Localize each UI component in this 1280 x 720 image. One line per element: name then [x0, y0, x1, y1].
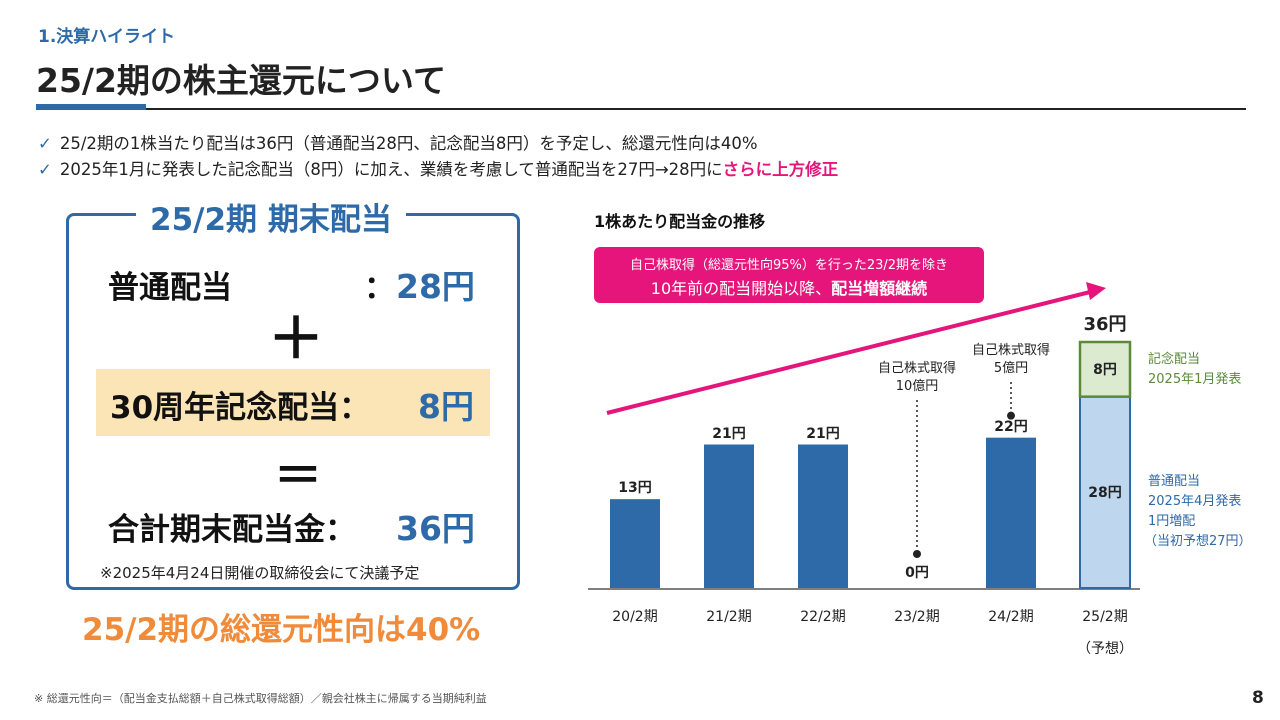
x-tick-label: 20/2期 — [612, 609, 658, 625]
annotation-title: 自己株式取得 — [971, 343, 1050, 358]
x-tick-sublabel: （予想） — [1077, 641, 1133, 657]
bullet-2-highlight: さらに上方修正 — [722, 160, 839, 179]
callout-line2: 10年前の配当開始以降、配当増額継続 — [594, 275, 984, 299]
bar-label-24/2期: 22円 — [994, 418, 1028, 435]
bar-24/2期 — [986, 437, 1036, 588]
annotation-dot — [1007, 411, 1015, 420]
bar-label-total: 36円 — [1083, 314, 1127, 335]
x-tick-label: 23/2期 — [894, 609, 940, 625]
bar-20/2期 — [610, 499, 660, 588]
bar-label-22/2期: 21円 — [806, 425, 840, 442]
annotation-amount: 5億円 — [993, 361, 1029, 376]
x-tick-label: 24/2期 — [988, 609, 1034, 625]
callout-line2-prefix: 10年前の配当開始以降、 — [650, 279, 832, 298]
bar-label-memorial-forecast: 8円 — [1093, 362, 1117, 379]
bar-22/2期 — [798, 444, 848, 588]
total-return-ratio: 25/2期の総還元性向は40% — [82, 612, 481, 648]
bar-memorial-forecast — [1078, 340, 1132, 398]
bar-label-23/2期: 0円 — [905, 565, 929, 581]
chart-title: 1株あたり配当金の推移 — [594, 212, 766, 231]
callout-box: 自己株取得（総還元性向95%）を行った23/2期を除き 10年前の配当開始以降、… — [594, 247, 984, 303]
resolution-note: ※2025年4月24日開催の取締役会にて決議予定 — [100, 564, 420, 582]
x-tick-label: 22/2期 — [800, 609, 846, 625]
title-accent-bar — [36, 104, 146, 110]
dividend-box-title: 25/2期 期末配当 — [136, 194, 406, 239]
check-icon: ✓ — [38, 160, 52, 179]
title-divider — [36, 108, 1246, 110]
ordinary-colon: ： — [364, 270, 395, 306]
total-dividend-value: 36円 — [396, 509, 475, 548]
section-label: 1.決算ハイライト — [38, 27, 175, 47]
trend-arrow-head — [1086, 282, 1106, 300]
memorial-dividend-label: 30周年記念配当： — [110, 390, 371, 426]
side-note-ordinary: 2025年4月発表 — [1148, 494, 1242, 509]
page-number: 8 — [1252, 688, 1264, 708]
callout-line1: 自己株取得（総還元性向95%）を行った23/2期を除き — [629, 258, 949, 273]
ordinary-dividend-label: 普通配当 — [108, 270, 232, 306]
annotation-dot — [913, 550, 921, 558]
bullet-1: ✓ 25/2期の1株当たり配当は36円（普通配当28円、記念配当8円）を予定し、総… — [38, 130, 758, 154]
memorial-dividend-highlight — [96, 369, 490, 436]
x-tick-label: 25/2期 — [1082, 609, 1128, 625]
ordinary-dividend-value: 28円 — [396, 267, 475, 306]
x-tick-label: 21/2期 — [706, 609, 752, 625]
equals-sign: ＝ — [274, 448, 323, 504]
bar-label-21/2期: 21円 — [712, 425, 746, 442]
bullet-2: ✓ 2025年1月に発表した記念配当（8円）に加え、業績を考慮して普通配当を27円… — [38, 156, 838, 180]
side-note-memorial: 2025年1月発表 — [1148, 372, 1242, 387]
bullet-2-text: 2025年1月に発表した記念配当（8円）に加え、業績を考慮して普通配当を27円→… — [59, 160, 723, 179]
bar-label-20/2期: 13円 — [618, 480, 652, 497]
annotation-amount: 10億円 — [895, 379, 939, 394]
callout-line2-bold: 配当増額継続 — [831, 279, 928, 298]
bar-label-ordinary-forecast: 28円 — [1088, 485, 1122, 502]
total-dividend-label: 合計期末配当金： — [108, 512, 356, 548]
side-note-ordinary: 普通配当 — [1148, 474, 1201, 489]
plus-sign: ＋ — [268, 307, 324, 372]
page-title: 25/2期の株主還元について — [36, 61, 446, 100]
side-note-ordinary: 1円増配 — [1148, 514, 1196, 529]
footnote: ※ 総還元性向＝（配当金支払総額＋自己株式取得総額）／親会社株主に帰属する当期純… — [34, 692, 487, 705]
check-icon: ✓ — [38, 134, 52, 153]
side-note-memorial: 記念配当 — [1148, 352, 1201, 367]
bar-ordinary-forecast — [1079, 395, 1131, 589]
trend-arrow-line — [606, 289, 1095, 415]
annotation-title: 自己株式取得 — [877, 361, 956, 376]
bullet-1-text: 25/2期の1株当たり配当は36円（普通配当28円、記念配当8円）を予定し、総還… — [59, 134, 758, 153]
bar-21/2期 — [704, 444, 754, 588]
side-note-ordinary: （当初予想27円） — [1144, 534, 1252, 549]
memorial-dividend-value: 8円 — [418, 387, 474, 426]
